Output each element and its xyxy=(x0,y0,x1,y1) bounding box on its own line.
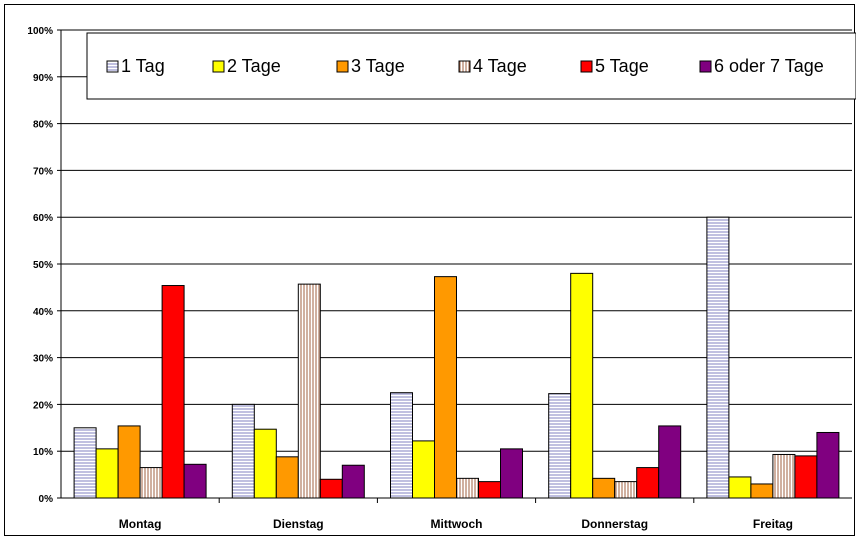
legend-label: 3 Tage xyxy=(351,56,405,76)
bar xyxy=(341,464,365,499)
legend-swatch xyxy=(336,60,349,73)
legend-label: 2 Tage xyxy=(227,56,281,76)
legend-label: 5 Tage xyxy=(595,56,649,76)
bar xyxy=(794,455,818,499)
bar xyxy=(95,448,119,499)
y-tick-label: 60% xyxy=(33,213,53,224)
bar xyxy=(706,216,730,499)
bar xyxy=(390,392,413,499)
bar xyxy=(183,463,207,499)
y-tick-label: 100% xyxy=(27,26,53,37)
legend-swatch xyxy=(699,60,712,73)
chart-frame xyxy=(4,4,855,536)
legend-swatch xyxy=(580,60,593,73)
bar xyxy=(456,477,479,499)
y-tick-label: 40% xyxy=(33,307,53,318)
bar xyxy=(614,481,638,499)
legend-swatch xyxy=(458,60,471,73)
y-tick-label: 50% xyxy=(33,260,53,271)
bar xyxy=(161,285,185,499)
x-tick-label: Freitag xyxy=(753,517,793,531)
bar xyxy=(658,425,682,499)
y-tick-label: 30% xyxy=(33,354,53,365)
bar xyxy=(231,403,255,499)
bar xyxy=(570,272,594,499)
legend-label: 6 oder 7 Tage xyxy=(714,56,824,76)
bar xyxy=(117,425,141,499)
legend-swatch xyxy=(212,60,225,73)
y-tick-label: 70% xyxy=(33,166,53,177)
y-tick-label: 80% xyxy=(33,120,53,131)
axes: 0% 10% 20% 30% 40% 50% 60% 70% 80% 90% 100% Montag D… xyxy=(27,26,852,531)
bars xyxy=(73,216,840,499)
bar xyxy=(636,467,660,499)
bar xyxy=(548,393,572,499)
y-tick-label: 90% xyxy=(33,73,53,84)
legend-label: 1 Tag xyxy=(121,56,165,76)
bar xyxy=(750,483,774,499)
bar xyxy=(478,481,501,499)
y-tick-label: 0% xyxy=(39,494,54,505)
bar xyxy=(139,467,163,499)
bar xyxy=(816,431,840,499)
legend-swatch xyxy=(106,60,119,73)
bar xyxy=(728,476,752,499)
bar xyxy=(253,428,277,499)
legend-label: 4 Tage xyxy=(473,56,527,76)
x-tick-label: Mittwoch xyxy=(431,517,483,531)
bar xyxy=(73,427,97,499)
bar xyxy=(772,453,796,499)
x-tick-label: Dienstag xyxy=(273,517,324,531)
bar xyxy=(592,477,616,499)
bar xyxy=(319,478,343,499)
x-tick-label: Montag xyxy=(119,517,162,531)
y-tick-label: 20% xyxy=(33,400,53,411)
y-tick-label: 10% xyxy=(33,447,53,458)
bar xyxy=(434,276,457,499)
legend: 1 Tag 2 Tage 3 Tage 4 Tage 5 Tage 6 oder 7 Ta… xyxy=(86,32,856,100)
bar xyxy=(297,283,321,499)
bar xyxy=(412,440,435,499)
bar xyxy=(275,456,299,499)
bar xyxy=(500,448,523,499)
x-tick-label: Donnerstag xyxy=(581,517,648,531)
